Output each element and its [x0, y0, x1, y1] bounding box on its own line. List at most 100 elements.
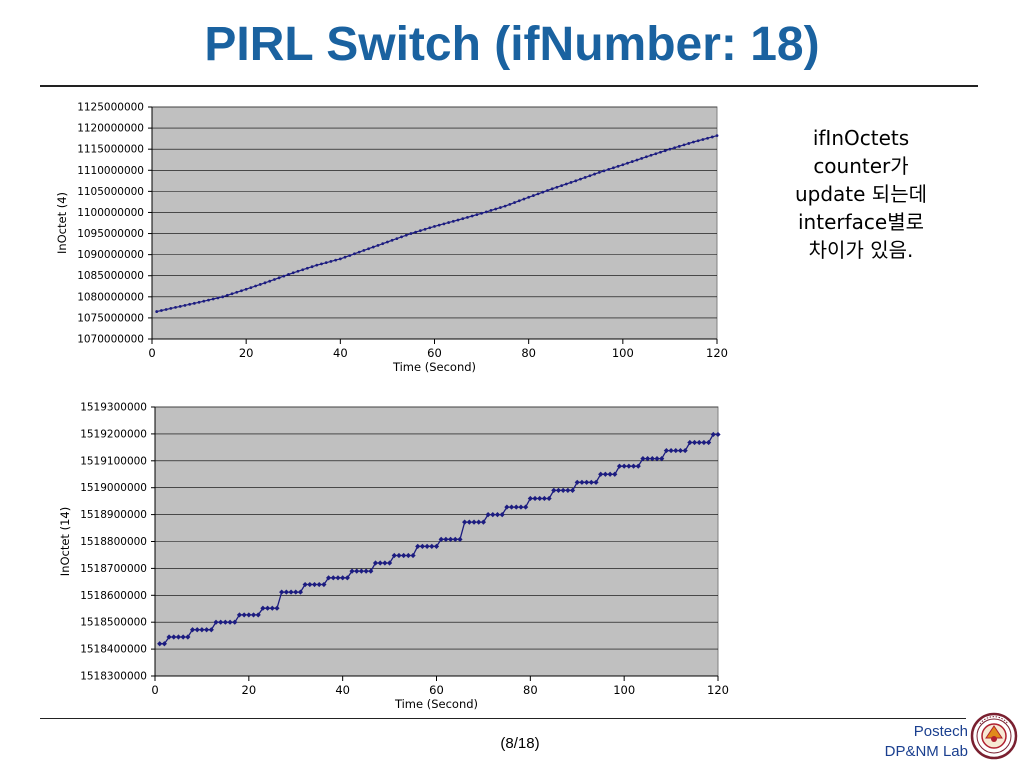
data-point: [316, 581, 322, 588]
data-point: [532, 495, 538, 502]
data-point: [715, 134, 719, 138]
data-point: [584, 479, 590, 485]
data-point: [340, 575, 346, 581]
y-tick-label: 1519100000: [80, 455, 147, 467]
data-point: [405, 552, 411, 559]
data-point: [155, 310, 159, 313]
data-point: [499, 206, 502, 209]
data-point: [546, 189, 549, 192]
data-point: [602, 169, 606, 173]
data-point: [249, 286, 253, 290]
data-point: [180, 634, 186, 640]
data-point: [489, 209, 493, 212]
data-point: [536, 192, 540, 196]
data-point: [701, 138, 705, 141]
data-point: [677, 447, 684, 454]
data-point: [555, 185, 559, 189]
page-number: (8/18): [500, 735, 540, 752]
data-point: [550, 187, 554, 191]
x-axis-label: Time (Second): [392, 360, 476, 374]
x-axis-label: Time (Second): [394, 697, 478, 711]
data-point: [192, 301, 196, 305]
data-point: [230, 292, 234, 296]
data-point: [433, 224, 436, 228]
data-point: [579, 177, 582, 181]
data-point: [569, 181, 573, 184]
data-point: [484, 210, 488, 214]
data-point: [415, 543, 421, 549]
data-point: [400, 235, 403, 239]
chart-inoctet-4: 1070000000 1075000000 1080000000 1085000000…: [55, 102, 728, 375]
data-point: [381, 242, 385, 246]
data-point: [169, 307, 173, 310]
data-point: [644, 155, 648, 159]
data-point: [663, 447, 669, 454]
data-point: [682, 143, 686, 147]
data-point: [240, 289, 243, 293]
plot-area: [151, 106, 718, 340]
data-point: [188, 302, 192, 306]
data-point: [391, 552, 397, 559]
data-point: [513, 201, 516, 204]
data-point: [367, 247, 370, 251]
data-point: [274, 605, 280, 611]
data-point: [282, 274, 286, 278]
data-point: [305, 266, 309, 270]
chart-inoctet-14: 1518300000 1518400000 1518500000 1518600000…: [58, 402, 729, 712]
y-tick-label: 1075000000: [77, 312, 144, 324]
data-point: [687, 439, 693, 446]
data-point: [494, 207, 498, 211]
data-point: [518, 504, 524, 510]
side-note-line: 차이가 있음.: [808, 238, 914, 262]
x-tick-label: 120: [707, 683, 729, 697]
data-point: [564, 182, 568, 186]
data-point: [682, 447, 688, 454]
data-point: [353, 252, 356, 256]
data-point: [395, 237, 399, 241]
data-point: [433, 543, 440, 549]
data-point: [673, 447, 679, 454]
data-point: [462, 519, 468, 525]
x-tick-label: 100: [612, 346, 634, 360]
data-point: [668, 147, 672, 151]
x-tick-label: 0: [151, 683, 158, 697]
y-tick-label: 1110000000: [77, 165, 144, 177]
data-point: [310, 265, 314, 269]
x-tick-label: 80: [523, 683, 538, 697]
data-point: [335, 575, 341, 581]
footer-lab-name: DP&NM Lab: [884, 743, 968, 760]
data-point: [673, 146, 677, 150]
data-point: [513, 504, 519, 510]
data-point: [164, 308, 168, 311]
data-point: [574, 479, 580, 485]
data-point: [626, 463, 632, 469]
data-point: [527, 495, 533, 502]
slide-title: PIRL Switch (ifNumber: 18): [204, 18, 820, 71]
data-point: [649, 153, 653, 157]
data-point: [555, 487, 562, 493]
data-point: [311, 581, 318, 588]
y-tick-label: 1519300000: [80, 402, 147, 414]
data-point: [466, 215, 469, 219]
data-point: [330, 575, 336, 581]
data-point: [197, 300, 201, 304]
data-point: [663, 149, 667, 153]
data-point: [687, 142, 691, 145]
y-tick-label: 1518900000: [80, 509, 147, 521]
data-point: [236, 612, 243, 618]
data-point: [588, 174, 592, 178]
data-point: [418, 229, 422, 233]
data-point: [161, 641, 167, 647]
data-point: [593, 479, 599, 485]
data-point: [218, 619, 224, 625]
data-point: [371, 245, 375, 249]
y-tick-label: 1518400000: [80, 644, 147, 656]
data-point: [241, 612, 247, 618]
data-point: [621, 163, 625, 167]
data-point: [324, 261, 328, 265]
data-point: [522, 197, 526, 201]
data-point: [475, 213, 479, 217]
footer-divider: [40, 718, 966, 719]
data-point: [531, 194, 535, 197]
data-point: [386, 240, 389, 244]
